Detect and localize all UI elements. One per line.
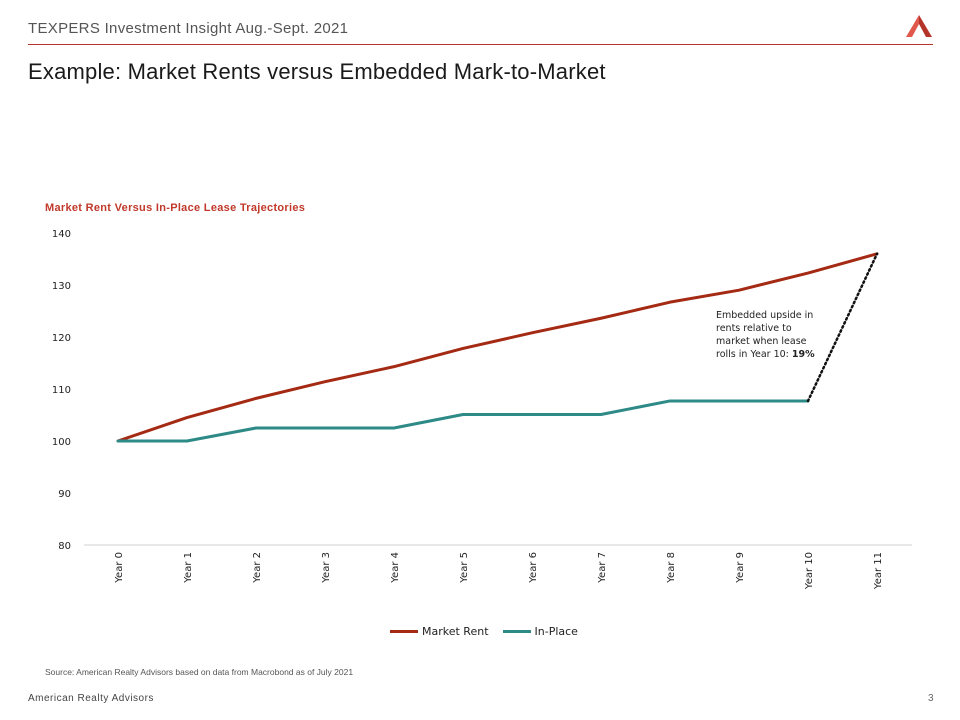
x-tick-label: Year 10 — [804, 552, 815, 590]
legend-item-in-place: In-Place — [502, 624, 578, 638]
x-tick-label: Year 0 — [114, 552, 125, 584]
header-title: TEXPERS Investment Insight Aug.-Sept. 20… — [28, 20, 349, 37]
series-lines — [116, 252, 879, 443]
y-tick-label: 140 — [52, 229, 71, 240]
x-tick-label: Year 8 — [666, 552, 677, 584]
x-tick-label: Year 1 — [183, 552, 194, 584]
chart-title: Market Rent Versus In-Place Lease Trajec… — [45, 202, 306, 214]
footer-company: American Realty Advisors — [28, 693, 154, 704]
series-line-in-place — [116, 399, 810, 443]
y-tick-label: 130 — [52, 281, 71, 292]
y-tick-label: 90 — [58, 489, 71, 500]
american-realty-advisors-logo-icon — [906, 15, 932, 37]
y-tick-label: 100 — [52, 437, 71, 448]
page-number: 3 — [928, 693, 934, 704]
legend-label-market-rent: Market Rent — [422, 624, 489, 638]
x-tick-label: Year 9 — [735, 552, 746, 584]
x-tick-label: Year 4 — [390, 552, 401, 584]
legend-swatch-market-rent — [390, 629, 418, 633]
y-tick-label: 80 — [58, 541, 71, 552]
x-tick-label: Year 3 — [321, 552, 332, 584]
chart-legend: Market Rent In-Place — [390, 624, 592, 638]
header-divider — [28, 44, 933, 45]
x-tick-label: Year 5 — [459, 552, 470, 584]
source-note: Source: American Realty Advisors based o… — [45, 667, 354, 677]
x-tick-label: Year 7 — [597, 552, 608, 584]
upside-annotation: Embedded upside in rents relative to mar… — [716, 309, 826, 361]
upside-connector-line — [806, 252, 879, 403]
y-tick-label: 110 — [52, 385, 71, 396]
annotation-text: Embedded upside in rents relative to mar… — [716, 310, 814, 360]
x-tick-label: Year 6 — [528, 552, 539, 584]
x-axis-labels: Year 0 Year 1 Year 2 Year 3 Year 4 Year 5 Year… — [114, 552, 884, 590]
legend-item-market-rent: Market Rent — [390, 625, 489, 638]
series-line-market-rent — [116, 252, 879, 443]
x-tick-label: Year 2 — [252, 552, 263, 584]
y-axis-labels: 140 130 120 110 100 90 80 — [52, 229, 71, 552]
y-tick-label: 120 — [52, 333, 71, 344]
legend-swatch-in-place — [502, 629, 531, 633]
legend-label-in-place: In-Place — [534, 624, 578, 638]
x-tick-label: Year 11 — [873, 552, 884, 590]
annotation-highlight: 19% — [791, 349, 815, 360]
slide-title: Example: Market Rents versus Embedded Ma… — [28, 59, 606, 84]
